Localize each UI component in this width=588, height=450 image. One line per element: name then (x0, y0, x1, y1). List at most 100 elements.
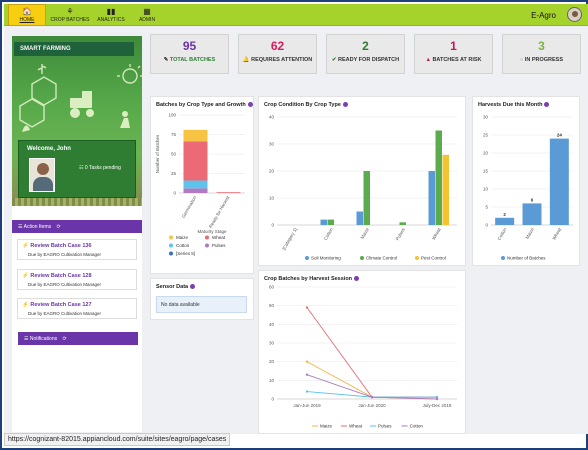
x-axis-label: Maturity Stage (197, 229, 227, 234)
data-point (435, 397, 439, 401)
refresh-icon[interactable]: ⟳ (56, 224, 61, 230)
bar (428, 171, 435, 225)
bar-segment (183, 129, 208, 142)
x-tick-label: Jan-Jun 2019 (293, 403, 321, 408)
kpi-ready-for-dispatch[interactable]: 2 ✔ READY FOR DISPATCH (326, 34, 405, 74)
y-tick-label: 15 (483, 169, 489, 174)
y-tick-label: 5 (485, 205, 488, 210)
action-items-header: ☰ Action Items ⟳ (12, 220, 142, 233)
action-item-link[interactable]: ⚡ Review Batch Case 136 (22, 243, 92, 249)
notifications-header: ☰ Notifications ⟳ (18, 332, 138, 345)
y-tick-label: 20 (269, 169, 275, 174)
bell-icon: 🔔 (242, 57, 252, 63)
nav-crop-batches-label: CROP BATCHES (50, 17, 90, 23)
nav-home-label: HOME (19, 17, 35, 23)
legend-marker (205, 243, 209, 248)
data-point (305, 390, 309, 393)
action-item-title[interactable]: Review Batch Case 136 (30, 243, 92, 249)
nav-home[interactable]: 🏠 HOME (8, 4, 46, 26)
chart-card-growth: Batches by Crop Type and Growth 0 25 50 75 1… (150, 96, 254, 274)
nav-analytics[interactable]: ▮▮ ANALYTICS (92, 4, 130, 26)
kpi-label: ✔ READY FOR DISPATCH (331, 57, 400, 63)
legend-label: Number of Batches (507, 256, 546, 261)
action-item-link[interactable]: ⚡ Review Batch Case 127 (22, 302, 92, 308)
kpi-total-batches[interactable]: 95 ✎ TOTAL BATCHES (150, 34, 229, 74)
action-item[interactable]: ⚡ Review Batch Case 127 Due by EAGRO Cul… (17, 298, 137, 319)
y-tick-label: 100 (168, 113, 176, 118)
y-tick-label: 0 (271, 397, 274, 402)
action-item-title[interactable]: Review Batch Case 128 (30, 273, 92, 279)
action-item-title[interactable]: Review Batch Case 127 (30, 302, 92, 308)
action-items-title: Action Items (23, 224, 52, 230)
bar (442, 154, 449, 225)
kpi-label: ▲ BATCHES AT RISK (425, 57, 482, 63)
warning-icon: ▲ (425, 57, 433, 63)
tasks-pending[interactable]: ☷ 0 Tasks pending (79, 165, 121, 171)
crop-icon: ⚘ (66, 7, 74, 16)
nav-crop-batches[interactable]: ⚘ CROP BATCHES (48, 4, 92, 26)
data-point (305, 373, 309, 376)
action-item-link[interactable]: ⚡ Review Batch Case 128 (22, 273, 92, 279)
bar (549, 138, 569, 225)
action-item[interactable]: ⚡ Review Batch Case 136 Due by EAGRO Cul… (17, 239, 137, 260)
help-icon[interactable] (190, 284, 196, 290)
user-avatar[interactable] (567, 7, 582, 22)
kpi-batches-at-risk[interactable]: 1 ▲ BATCHES AT RISK (414, 34, 493, 74)
chart-title: Batches by Crop Type and Growth (156, 102, 253, 108)
kpi-in-progress[interactable]: 3 ◌ IN PROGRESS (502, 34, 581, 74)
y-tick-label: 75 (171, 132, 177, 137)
y-tick-label: 25 (171, 171, 177, 176)
brand-name: E-Agro (531, 11, 556, 20)
y-tick-label: 40 (269, 115, 275, 120)
help-icon[interactable] (544, 102, 550, 108)
y-tick-label: 30 (483, 115, 489, 120)
series-line (306, 307, 437, 398)
y-tick-label: 20 (269, 359, 275, 364)
home-icon: 🏠 (22, 7, 32, 16)
user-photo (29, 158, 55, 192)
legend-marker (169, 243, 173, 248)
y-tick-label: 60 (269, 285, 275, 290)
action-item-due: Due by EAGRO Cultivation Manager (28, 311, 102, 316)
chart-card-condition: Crop Condition By Crop Type 0 10 20 30 40 [Ca… (258, 96, 466, 266)
data-point (370, 395, 374, 399)
growth-chart-svg: 0 25 50 75 100 Germination Ready for Harvest Nu… (155, 113, 245, 256)
legend-label: Climate Control (366, 256, 397, 261)
nav-admin[interactable]: ▦ ADMIN (128, 4, 166, 26)
left-column: SMART FARMING (12, 36, 142, 432)
notifications-title: Notifications (29, 336, 58, 342)
legend-label: Maize (176, 235, 189, 240)
field-image-strip (12, 198, 142, 206)
pen-icon: ✎ (163, 57, 170, 63)
help-icon[interactable] (342, 102, 348, 108)
action-item-due: Due by EAGRO Cultivation Manager (28, 252, 102, 257)
x-tick-label: [Category 1] (281, 227, 298, 251)
y-tick-label: 0 (485, 223, 488, 228)
y-tick-label: 10 (269, 196, 275, 201)
tasks-pending-text: 0 Tasks pending (84, 165, 121, 171)
kpi-label: 🔔 REQUIRES ATTENTION (242, 57, 313, 63)
spinner-icon: ◌ (520, 57, 525, 63)
help-icon[interactable] (354, 276, 360, 282)
y-tick-label: 50 (171, 152, 177, 157)
refresh-icon[interactable]: ⟳ (62, 336, 67, 342)
kpi-requires-attention[interactable]: 62 🔔 REQUIRES ATTENTION (238, 34, 317, 74)
welcome-card: Welcome, John ☷ 0 Tasks pending (18, 140, 136, 198)
data-label: 6 (531, 197, 534, 202)
legend-marker (305, 256, 309, 260)
kpi-value: 62 (270, 39, 285, 53)
y-tick-label: 0 (173, 191, 176, 196)
legend-label: Wheat (349, 424, 363, 429)
x-tick-label: Ready for Harvest (208, 194, 231, 229)
smart-farming-label: SMART FARMING (14, 42, 134, 56)
help-icon[interactable] (247, 102, 253, 108)
y-tick-label: 40 (269, 322, 275, 327)
y-tick-label: 20 (483, 151, 489, 156)
action-item-due: Due by EAGRO Cultivation Manager (28, 282, 102, 287)
action-item[interactable]: ⚡ Review Batch Case 128 Due by EAGRO Cul… (17, 269, 137, 290)
x-tick-label: Pulses (395, 226, 406, 241)
check-icon: ✔ (331, 57, 338, 63)
y-tick-label: 50 (269, 303, 275, 308)
kpi-label: ✎ TOTAL BATCHES (163, 57, 216, 63)
